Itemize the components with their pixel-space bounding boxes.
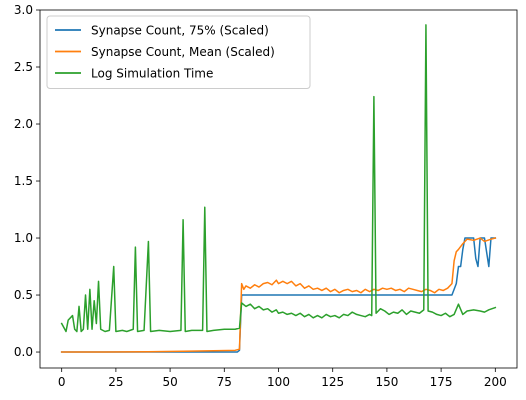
legend-box xyxy=(46,15,311,89)
x-tick-label: 50 xyxy=(162,375,177,389)
x-tick-label: 75 xyxy=(217,375,232,389)
series-line-0 xyxy=(60,237,497,353)
y-tick-label: 0.0 xyxy=(14,345,33,359)
y-tick-label: 1.5 xyxy=(14,174,33,188)
legend: Synapse Count, 75% (Scaled) Synapse Count… xyxy=(46,15,311,89)
x-tick-label: 175 xyxy=(430,375,453,389)
x-tick-label: 200 xyxy=(484,375,507,389)
x-tick-label: 0 xyxy=(58,375,66,389)
legend-label-1: Synapse Count, Mean (Scaled) xyxy=(91,45,275,59)
x-tick-label: 100 xyxy=(267,375,290,389)
y-tick-label: 1.0 xyxy=(14,231,33,245)
x-tick-label: 125 xyxy=(321,375,344,389)
y-tick-label: 2.0 xyxy=(14,117,33,131)
y-tick-label: 2.5 xyxy=(14,60,33,74)
series-line-1 xyxy=(60,237,497,353)
x-tick-label: 150 xyxy=(375,375,398,389)
y-tick-label: 3.0 xyxy=(14,3,33,17)
legend-label-2: Log Simulation Time xyxy=(91,67,213,81)
series-layer xyxy=(60,24,497,353)
x-tick-label: 25 xyxy=(108,375,123,389)
legend-label-0: Synapse Count, 75% (Scaled) xyxy=(91,24,269,38)
y-tick-label: 0.5 xyxy=(14,288,33,302)
series-line-2 xyxy=(60,24,497,333)
axes-layer: 0 25 50 75 100 125 150 175 200 0.0 0.5 1.0 1.5 2.0 2.5… xyxy=(14,3,518,389)
